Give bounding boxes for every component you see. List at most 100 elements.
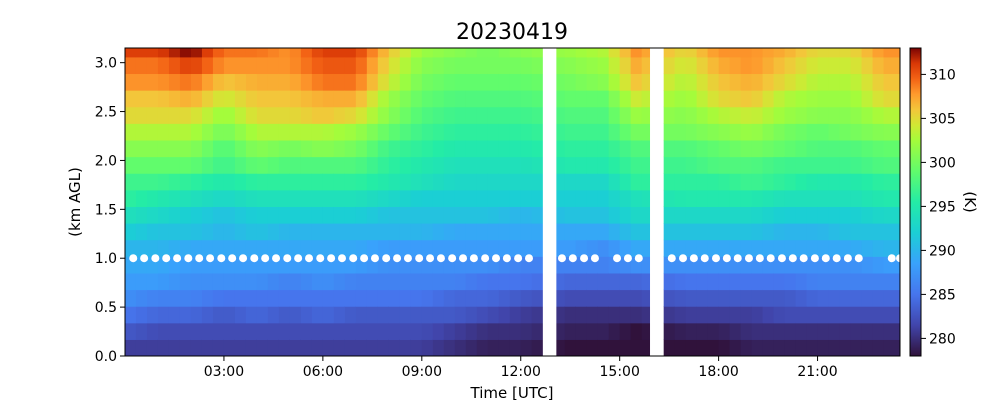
heatmap-cell <box>586 139 599 158</box>
heatmap-cell <box>125 306 137 324</box>
heatmap-cell <box>696 223 709 241</box>
heatmap-cell <box>608 306 621 324</box>
heatmap-cell <box>630 56 643 75</box>
heatmap-cell <box>333 123 346 141</box>
heatmap-cell <box>784 156 797 174</box>
heatmap-cell <box>806 48 819 58</box>
colorbar-tick-label: 295 <box>929 199 956 215</box>
heatmap-cell <box>883 256 896 274</box>
heatmap-cell <box>520 73 533 91</box>
heatmap-cell <box>311 123 324 141</box>
heatmap-cell <box>190 48 203 58</box>
heatmap-cell <box>520 156 533 174</box>
heatmap-cell <box>234 272 247 291</box>
heatmap-cell <box>773 73 786 91</box>
heatmap-cell <box>432 339 445 356</box>
heatmap-cell <box>278 306 291 324</box>
heatmap-cell <box>872 90 885 108</box>
heatmap-cell <box>520 272 533 291</box>
heatmap-cell <box>190 223 203 241</box>
heatmap-cell <box>685 322 698 340</box>
heatmap-cell <box>531 56 544 75</box>
heatmap-cell <box>630 189 643 207</box>
heatmap-cell <box>322 139 335 158</box>
heatmap-cell <box>850 73 863 91</box>
heatmap-cell <box>619 256 632 274</box>
heatmap-cell <box>861 73 874 91</box>
heatmap-cell <box>201 73 214 91</box>
heatmap-cell <box>223 339 236 356</box>
heatmap-cell <box>443 156 456 174</box>
heatmap-cell <box>498 256 511 274</box>
heatmap-cell <box>641 289 654 307</box>
heatmap-cell <box>762 123 775 141</box>
heatmap-cell <box>608 206 621 224</box>
heatmap-cell <box>267 339 280 356</box>
heatmap-cell <box>509 272 522 291</box>
heatmap-cell <box>179 306 192 324</box>
heatmap-cell <box>630 306 643 324</box>
heatmap-cell <box>344 272 357 291</box>
heatmap-cell <box>861 56 874 75</box>
heatmap-cell <box>509 322 522 340</box>
heatmap-cell <box>740 123 753 141</box>
heatmap-cell <box>685 106 698 124</box>
heatmap-cell <box>333 48 346 58</box>
heatmap-cell <box>674 223 687 241</box>
heatmap-cell <box>696 256 709 274</box>
heatmap-cell <box>157 106 170 124</box>
heatmap-cell <box>685 48 698 58</box>
heatmap-cell <box>894 106 900 124</box>
heatmap-cell <box>696 106 709 124</box>
heatmap-cell <box>443 90 456 108</box>
heatmap-cell <box>817 73 830 91</box>
heatmap-cell <box>300 223 313 241</box>
heatmap-cell <box>201 48 214 58</box>
heatmap-cell <box>245 48 258 58</box>
heatmap-cell <box>300 106 313 124</box>
heatmap-cell <box>322 123 335 141</box>
marker-point <box>580 254 589 263</box>
heatmap-cell <box>421 173 434 191</box>
heatmap-cell <box>597 223 610 241</box>
heatmap-cell <box>575 189 588 207</box>
heatmap-cell <box>366 256 379 274</box>
heatmap-cell <box>883 223 896 241</box>
heatmap-cell <box>432 73 445 91</box>
heatmap-cell <box>421 139 434 158</box>
heatmap-cell <box>894 173 900 191</box>
marker-point <box>448 254 457 263</box>
heatmap-cell <box>586 73 599 91</box>
colorbar-ticks: 280 285 290 295 300 305 310 <box>921 67 956 347</box>
heatmap-cell <box>454 239 467 257</box>
heatmap-cell <box>465 139 478 158</box>
heatmap-cell <box>245 339 258 356</box>
heatmap-cell <box>366 239 379 257</box>
heatmap-cell <box>531 306 544 324</box>
heatmap-cell <box>201 289 214 307</box>
heatmap-cell <box>850 239 863 257</box>
heatmap-cell <box>465 289 478 307</box>
heatmap-cell <box>245 90 258 108</box>
heatmap-cell <box>553 272 566 291</box>
heatmap-cell <box>861 223 874 241</box>
marker-point <box>557 254 566 263</box>
heatmap-cell <box>289 339 302 356</box>
heatmap-cell <box>817 106 830 124</box>
heatmap-cell <box>586 206 599 224</box>
heatmap-cell <box>125 123 137 141</box>
heatmap-cell <box>850 223 863 241</box>
heatmap-cell <box>125 106 137 124</box>
heatmap-cell <box>751 90 764 108</box>
heatmap-cell <box>223 90 236 108</box>
heatmap-cell <box>828 339 841 356</box>
heatmap-cell <box>784 48 797 58</box>
heatmap-cell <box>773 189 786 207</box>
heatmap-cell <box>135 90 148 108</box>
heatmap-cell <box>278 48 291 58</box>
heatmap-cell <box>553 173 566 191</box>
heatmap-cell <box>751 56 764 75</box>
heatmap-cell <box>751 256 764 274</box>
heatmap-cell <box>850 306 863 324</box>
heatmap-cell <box>125 239 137 257</box>
